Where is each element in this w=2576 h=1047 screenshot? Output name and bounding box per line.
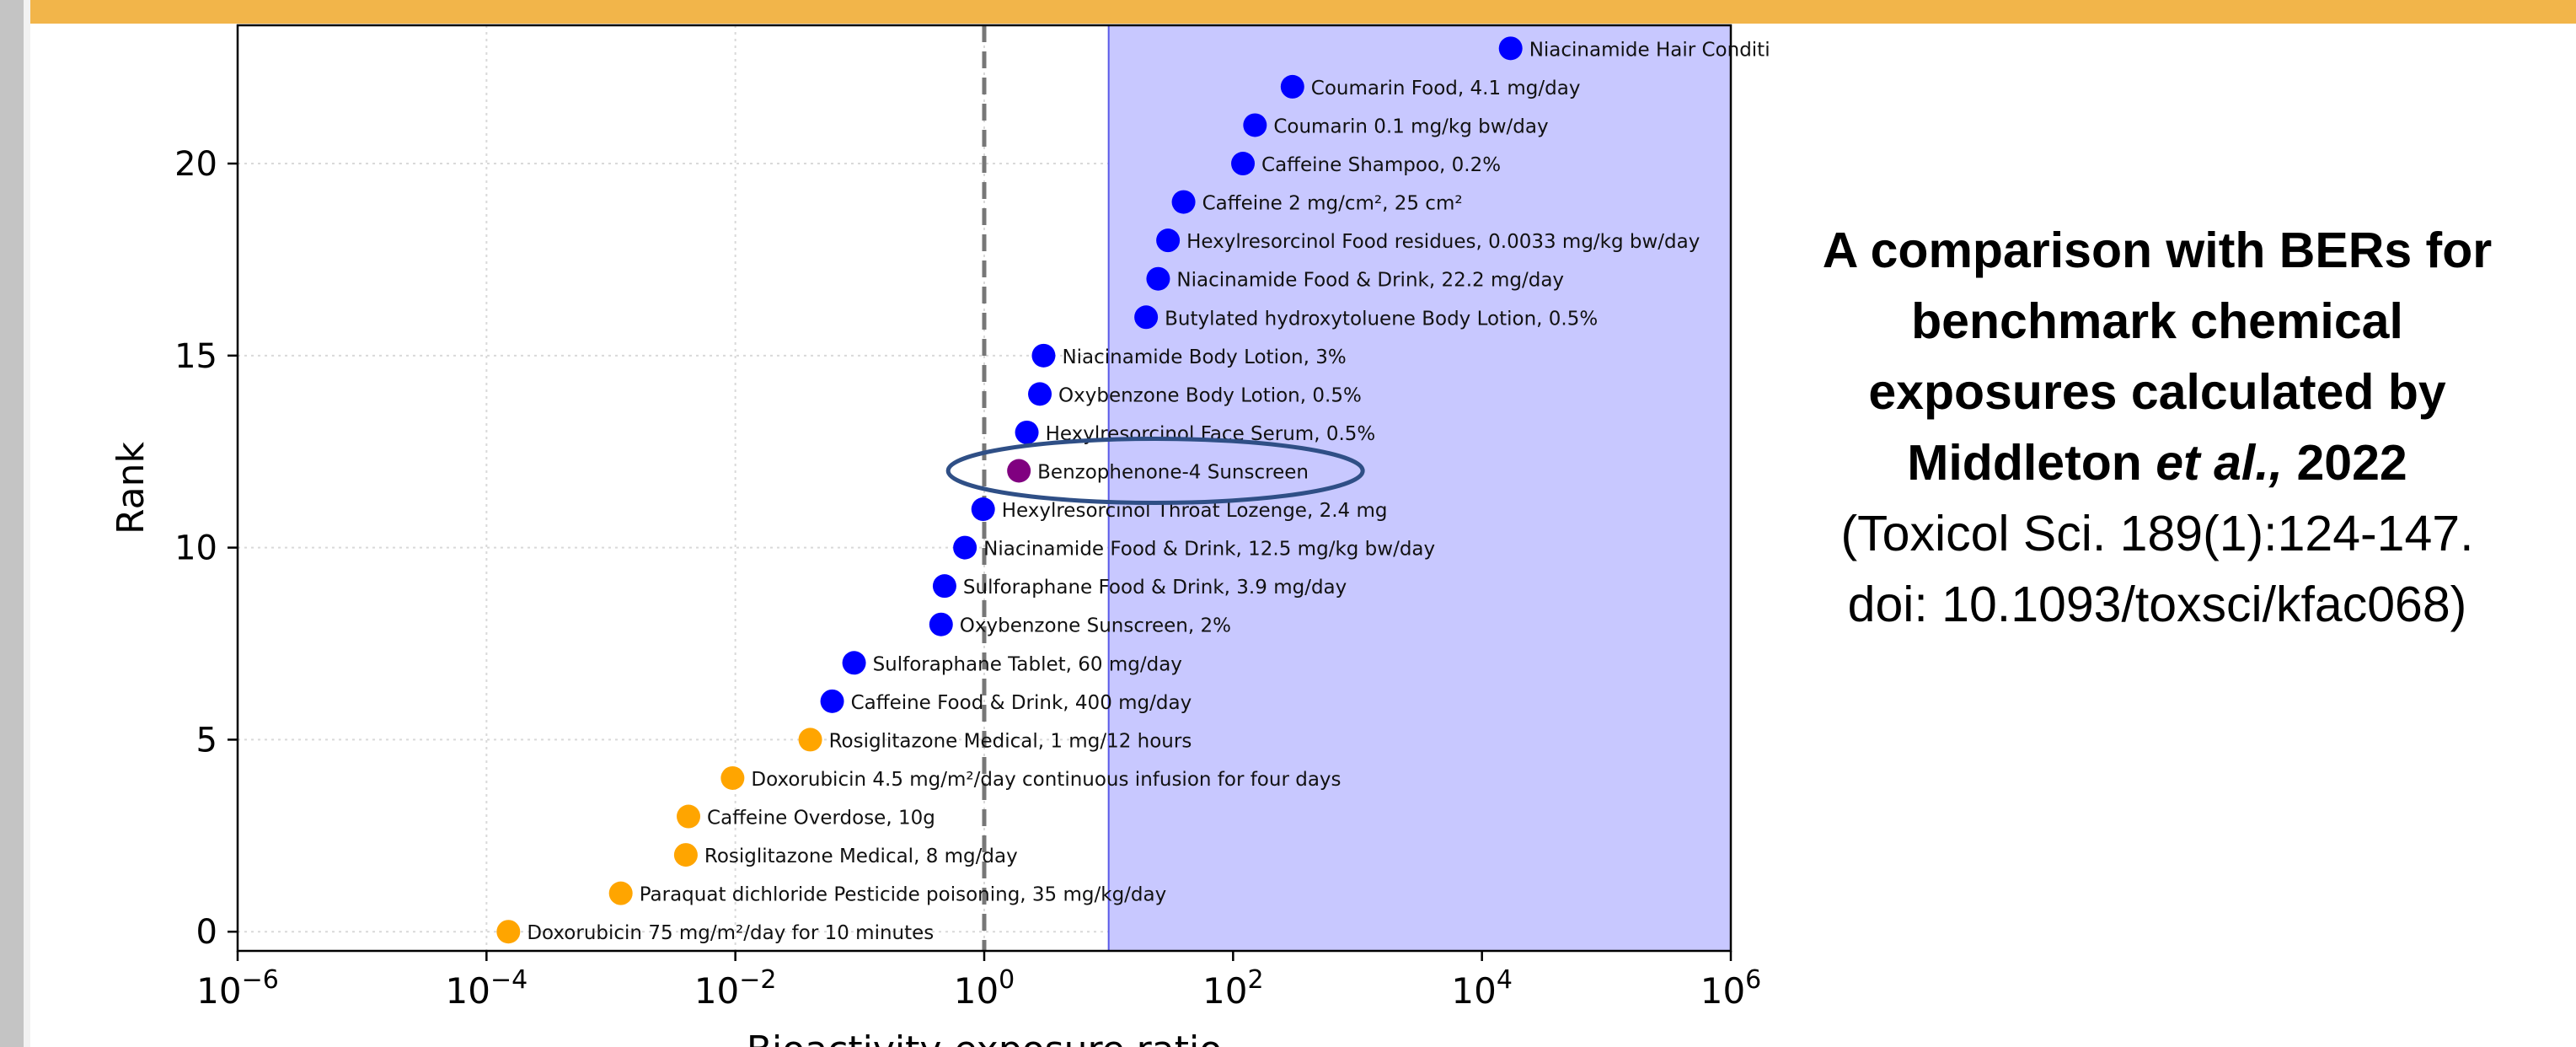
data-label: Sulforaphane Tablet, 60 mg/day bbox=[873, 653, 1182, 675]
data-label: Oxybenzone Body Lotion, 0.5% bbox=[1058, 384, 1362, 406]
data-point bbox=[820, 689, 844, 713]
data-point bbox=[798, 728, 822, 752]
y-tick-label: 5 bbox=[196, 721, 217, 760]
caption-title: A comparison with BERs for benchmark che… bbox=[1823, 223, 2492, 491]
data-point bbox=[677, 804, 701, 829]
data-point bbox=[1231, 152, 1256, 176]
data-points bbox=[496, 36, 1523, 944]
x-tick-label: 10−4 bbox=[445, 965, 528, 1012]
data-label: Doxorubicin 75 mg/m²/day for 10 minutes bbox=[527, 922, 934, 944]
left-accent-gap bbox=[24, 0, 30, 1047]
data-point bbox=[1031, 343, 1056, 368]
caption-block: A comparison with BERs for benchmark che… bbox=[1795, 215, 2520, 640]
x-tick-label: 102 bbox=[1202, 965, 1264, 1012]
data-point bbox=[1156, 228, 1181, 253]
data-label: Caffeine Overdose, 10g bbox=[707, 808, 935, 830]
data-label: Doxorubicin 4.5 mg/m²/day continuous inf… bbox=[751, 769, 1341, 791]
data-point bbox=[929, 612, 953, 636]
ber-scatter-chart: 10−6 10−4 10−2 100 102 104 106 0 5 10 15 20 Doxoru… bbox=[110, 24, 1770, 1047]
y-tick-label: 10 bbox=[174, 529, 217, 568]
data-label: Hexylresorcinol Food residues, 0.0033 mg… bbox=[1186, 231, 1700, 253]
x-axis-ticks: 10−6 10−4 10−2 100 102 104 106 bbox=[196, 951, 1761, 1012]
y-axis-ticks: 0 5 10 15 20 bbox=[174, 145, 238, 952]
data-label: Benzophenone-4 Sunscreen bbox=[1037, 461, 1309, 483]
data-point bbox=[953, 535, 977, 560]
data-label: Caffeine 2 mg/cm², 25 cm² bbox=[1202, 193, 1463, 215]
data-point bbox=[1280, 74, 1304, 99]
data-label: Niacinamide Food & Drink, 22.2 mg/day bbox=[1176, 270, 1564, 292]
x-tick-label: 104 bbox=[1451, 965, 1513, 1012]
data-point bbox=[1007, 459, 1031, 483]
caption-citation: (Toxicol Sci. 189(1):124-147. doi: 10.10… bbox=[1840, 506, 2474, 632]
data-point bbox=[1171, 190, 1196, 214]
data-label: Caffeine Shampoo, 0.2% bbox=[1261, 154, 1501, 176]
data-label: Niacinamide Body Lotion, 3% bbox=[1062, 346, 1346, 368]
y-axis-label: Rank bbox=[110, 442, 153, 534]
highlight-ellipse bbox=[945, 436, 1365, 505]
y-tick-label: 20 bbox=[174, 145, 217, 184]
data-label: Niacinamide Hair Conditioner, 0.1% bbox=[1529, 39, 1770, 61]
data-label: Coumarin Food, 4.1 mg/day bbox=[1311, 78, 1581, 99]
data-point bbox=[1028, 382, 1052, 406]
data-point bbox=[1498, 36, 1523, 61]
y-tick-label: 15 bbox=[174, 337, 217, 376]
caption-title-year: 2022 bbox=[2283, 435, 2407, 491]
data-label: Sulforaphane Food & Drink, 3.9 mg/day bbox=[963, 577, 1347, 599]
data-label: Butylated hydroxytoluene Body Lotion, 0.… bbox=[1165, 308, 1598, 330]
data-label: Paraquat dichloride Pesticide poisoning,… bbox=[640, 884, 1167, 906]
data-point bbox=[1015, 420, 1039, 444]
x-tick-label: 100 bbox=[954, 965, 1015, 1012]
shaded-region bbox=[1107, 25, 1731, 951]
data-point bbox=[1146, 266, 1170, 291]
data-label: Coumarin 0.1 mg/kg bw/day bbox=[1273, 115, 1548, 137]
caption-title-italic: et al., bbox=[2156, 435, 2284, 491]
x-tick-label: 10−2 bbox=[694, 965, 777, 1012]
data-point bbox=[932, 574, 956, 599]
data-point bbox=[1134, 305, 1159, 330]
data-label: Caffeine Food & Drink, 400 mg/day bbox=[851, 692, 1192, 714]
data-point bbox=[608, 881, 633, 905]
data-point bbox=[496, 920, 521, 944]
x-tick-label: 106 bbox=[1700, 965, 1762, 1012]
highlight-ring bbox=[945, 436, 1365, 505]
data-label: Oxybenzone Sunscreen, 2% bbox=[960, 615, 1231, 637]
data-point bbox=[971, 497, 995, 522]
data-point bbox=[720, 765, 745, 790]
data-label: Rosiglitazone Medical, 1 mg/12 hours bbox=[829, 730, 1192, 752]
y-tick-label: 0 bbox=[196, 913, 217, 952]
data-point bbox=[1243, 113, 1267, 137]
data-label: Niacinamide Food & Drink, 12.5 mg/kg bw/… bbox=[983, 539, 1435, 561]
data-point bbox=[673, 843, 698, 867]
data-label: Rosiglitazone Medical, 8 mg/day bbox=[704, 846, 1018, 867]
data-point bbox=[842, 651, 866, 675]
x-axis-label: Bioactivity-exposure ratio bbox=[747, 1028, 1222, 1047]
header-accent-bar bbox=[0, 0, 2576, 24]
caption-title-text: A comparison with BERs for benchmark che… bbox=[1822, 223, 2493, 491]
x-tick-label: 10−6 bbox=[196, 965, 279, 1012]
point-labels: Doxorubicin 75 mg/m²/day for 10 minutes P… bbox=[527, 39, 1770, 944]
shaded-band bbox=[1108, 25, 1731, 951]
left-accent-bar bbox=[0, 0, 24, 1047]
